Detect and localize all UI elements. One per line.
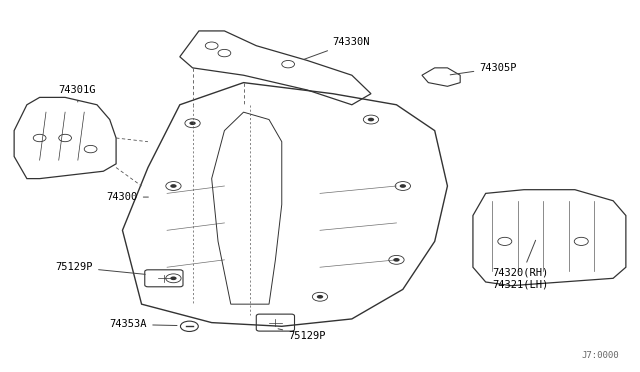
Text: 75129P: 75129P bbox=[56, 262, 145, 274]
Circle shape bbox=[368, 118, 374, 121]
Text: 74330N: 74330N bbox=[303, 37, 371, 60]
Circle shape bbox=[170, 276, 177, 280]
Text: 75129P: 75129P bbox=[278, 329, 326, 340]
Text: 74300: 74300 bbox=[106, 192, 148, 202]
Circle shape bbox=[317, 295, 323, 299]
Text: 74301G: 74301G bbox=[59, 85, 96, 102]
Circle shape bbox=[399, 184, 406, 188]
Circle shape bbox=[170, 184, 177, 188]
Circle shape bbox=[189, 121, 196, 125]
Text: J7:0000: J7:0000 bbox=[582, 350, 620, 359]
Text: 74305P: 74305P bbox=[450, 63, 517, 75]
Text: 74320(RH)
74321(LH): 74320(RH) 74321(LH) bbox=[492, 240, 548, 289]
Circle shape bbox=[394, 258, 399, 262]
Text: 74353A: 74353A bbox=[109, 320, 177, 330]
